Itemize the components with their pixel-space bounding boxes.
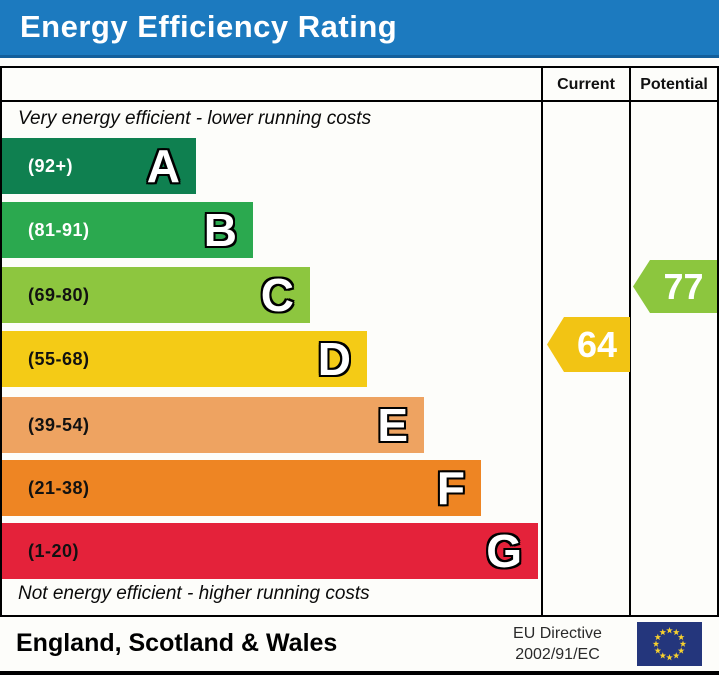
band-letter: D: [317, 333, 351, 385]
band-letter: G: [486, 525, 522, 577]
band-range-label: (39-54): [28, 414, 90, 435]
column-header-potential: Potential: [640, 76, 708, 93]
band-row-f: (21-38) F: [2, 460, 481, 516]
band-row-b: (81-91) B: [2, 202, 253, 258]
potential-rating-value: 77: [663, 265, 704, 307]
current-rating-pointer: 64: [547, 317, 630, 372]
current-rating-value: 64: [576, 323, 618, 365]
footer: England, Scotland & Wales EU Directive 2…: [0, 617, 719, 675]
band-letter: E: [377, 399, 408, 451]
band-row-c: (69-80) C: [2, 267, 310, 323]
page-title: Energy Efficiency Rating: [20, 9, 398, 44]
eu-directive-line1: EU Directive: [513, 625, 602, 642]
band-range-label: (1-20): [28, 540, 80, 561]
band-row-a: (92+) A: [2, 138, 196, 194]
eu-directive-line2: 2002/91/EC: [515, 646, 600, 663]
bottom-note: Not energy efficient - higher running co…: [18, 583, 370, 604]
top-note: Very energy efficient - lower running co…: [18, 108, 372, 129]
band-range-label: (55-68): [28, 348, 90, 369]
band-letter: F: [436, 462, 465, 514]
potential-rating-pointer: 77: [633, 260, 717, 313]
band-range-label: (21-38): [28, 477, 90, 498]
band-letter: B: [203, 204, 237, 256]
title-bar: Energy Efficiency Rating: [0, 0, 719, 58]
band-row-g: (1-20) G: [2, 523, 538, 579]
current-column-divider: [541, 68, 543, 615]
band-row-d: (55-68) D: [2, 331, 367, 387]
band-letter: C: [260, 269, 294, 321]
column-header-current: Current: [557, 76, 615, 93]
footer-region-label: England, Scotland & Wales: [16, 629, 338, 657]
band-letter: A: [146, 140, 180, 192]
eu-directive-label: EU Directive 2002/91/EC: [500, 623, 615, 665]
potential-column-divider: [629, 68, 631, 615]
band-range-label: (92+): [28, 155, 74, 176]
band-row-e: (39-54) E: [2, 397, 424, 453]
band-range-label: (81-91): [28, 219, 90, 240]
eu-flag-icon: [637, 622, 702, 666]
header-row-divider: [2, 100, 717, 102]
rating-table: Current Potential Very energy efficient …: [0, 66, 719, 617]
band-range-label: (69-80): [28, 284, 90, 305]
